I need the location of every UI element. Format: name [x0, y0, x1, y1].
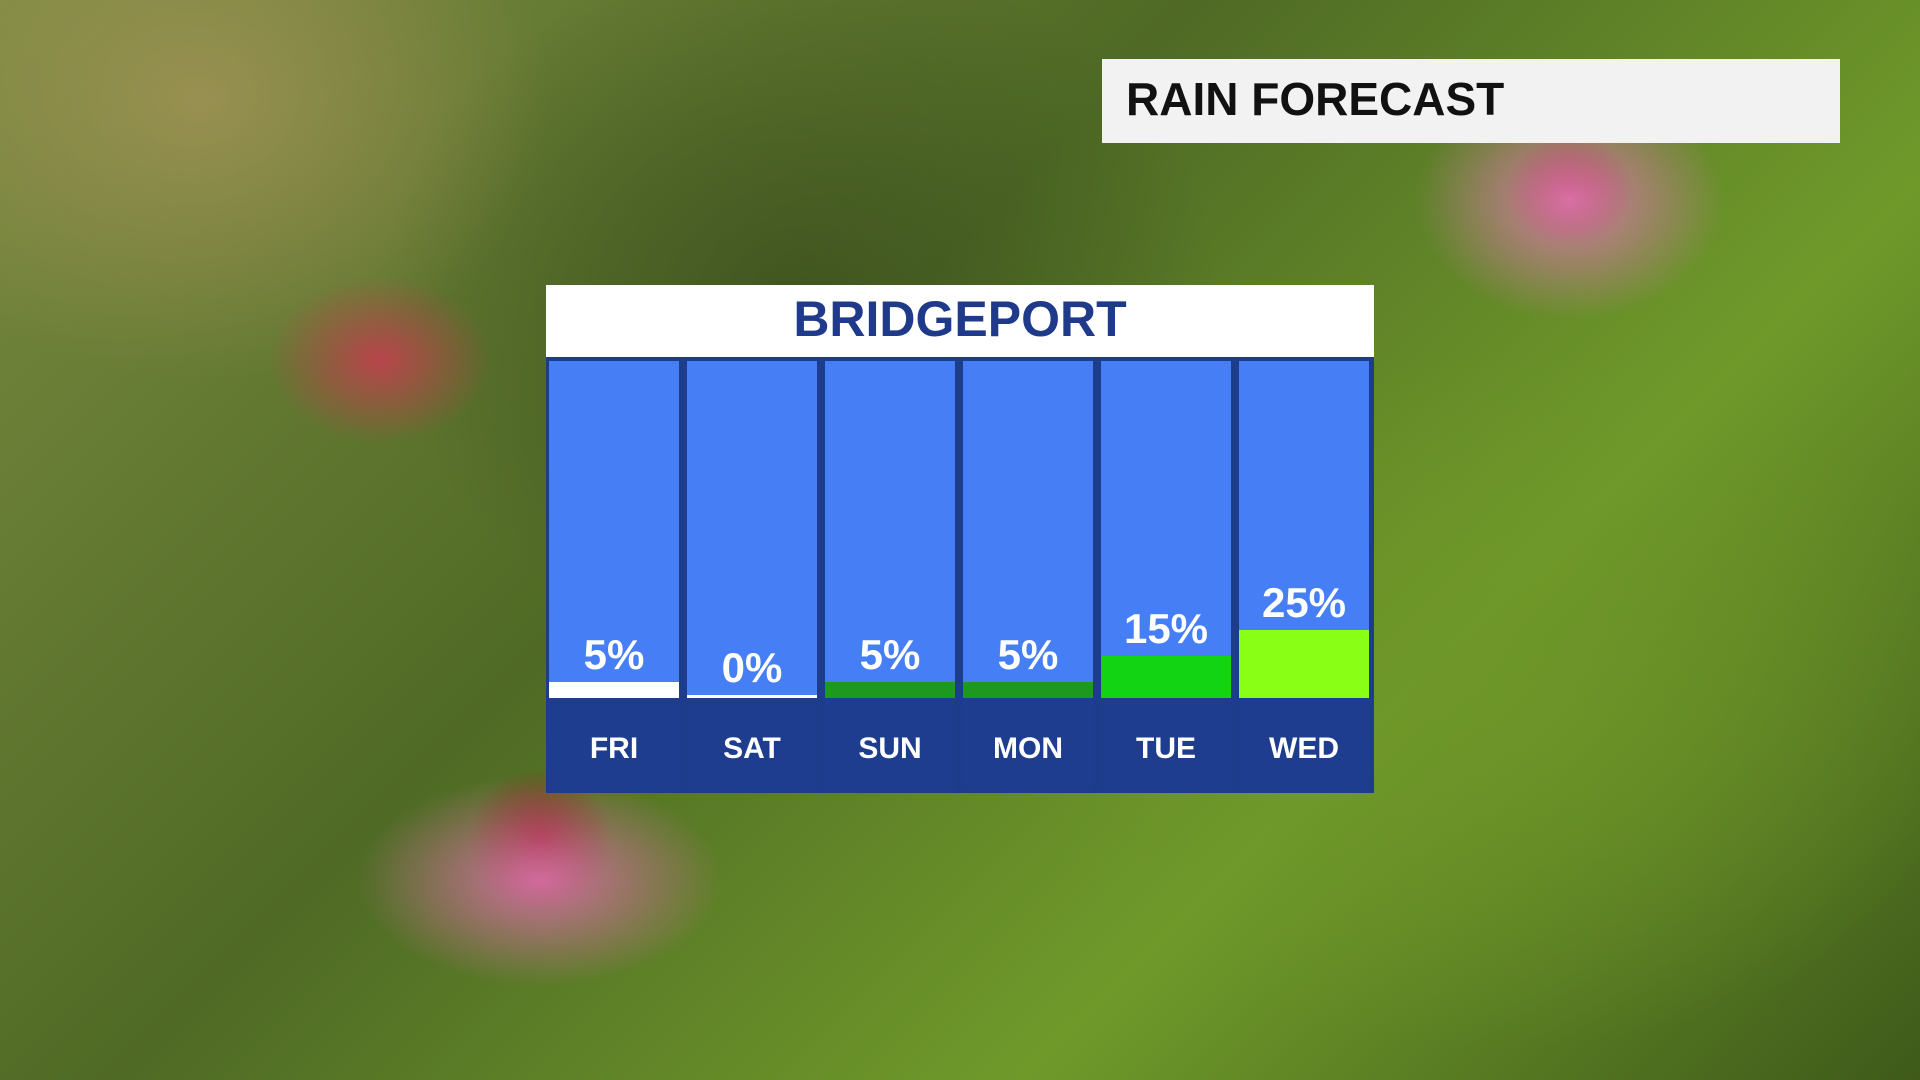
bar [963, 682, 1093, 698]
value-label: 25% [1262, 579, 1346, 626]
value-label: 0% [722, 644, 783, 691]
value-label: 5% [998, 631, 1059, 678]
day-cell [825, 698, 955, 790]
value-label: 5% [860, 631, 921, 678]
value-label: 5% [584, 631, 645, 678]
day-cell [1101, 698, 1231, 790]
value-label: 15% [1124, 605, 1208, 652]
column [963, 361, 1093, 698]
x-tick-label: SAT [723, 732, 781, 765]
chart-subtitle: BRIDGEPORT [793, 291, 1126, 347]
column [549, 361, 679, 698]
x-tick-label: FRI [590, 732, 638, 765]
panel [546, 285, 1374, 793]
column [1101, 361, 1231, 698]
bar [825, 682, 955, 698]
day-cell [963, 698, 1093, 790]
column [687, 361, 817, 698]
chart-title: RAIN FORECAST [1126, 73, 1504, 125]
title-box [1102, 59, 1840, 143]
x-tick-label: MON [993, 732, 1063, 765]
bar [1101, 656, 1231, 698]
bar [1239, 630, 1369, 698]
bar [687, 695, 817, 698]
x-tick-label: WED [1269, 732, 1339, 765]
x-tick-label: SUN [858, 732, 921, 765]
subtitle-box [546, 285, 1374, 357]
day-cell [687, 698, 817, 790]
bar [549, 682, 679, 698]
column [825, 361, 955, 698]
day-cell [1239, 698, 1369, 790]
day-cell [549, 698, 679, 790]
x-tick-label: TUE [1136, 732, 1196, 765]
